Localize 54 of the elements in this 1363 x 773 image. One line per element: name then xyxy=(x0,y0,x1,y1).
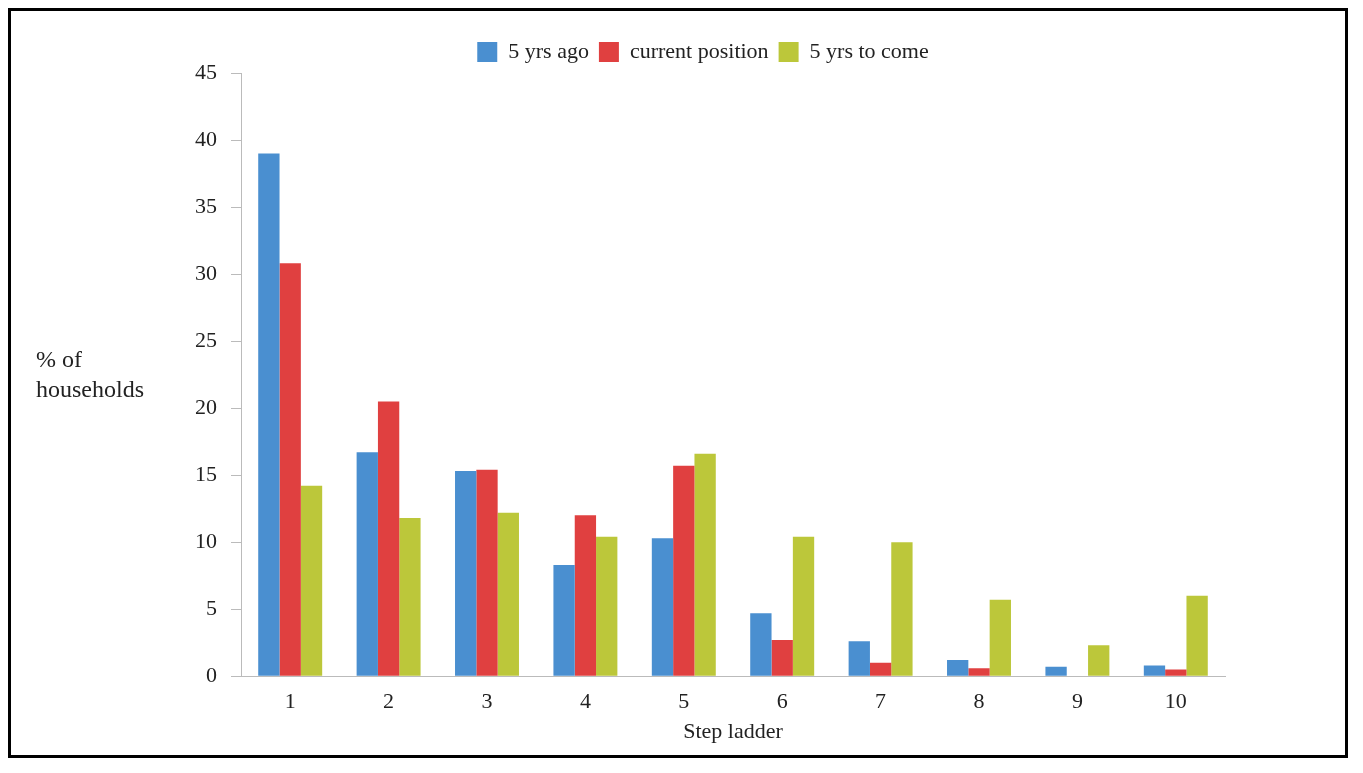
bar xyxy=(869,662,892,676)
x-tick-label: 10 xyxy=(1164,688,1187,714)
bar xyxy=(574,515,597,676)
bar xyxy=(694,453,716,676)
x-tick-label: 5 xyxy=(678,688,690,714)
bar xyxy=(1045,666,1067,676)
bar xyxy=(455,471,477,676)
bar xyxy=(968,668,990,676)
y-tick-label: 10 xyxy=(195,527,217,553)
legend-label: 5 yrs to come xyxy=(809,37,929,63)
y-tick-label: 40 xyxy=(195,125,217,151)
x-tick-label: 8 xyxy=(973,688,985,714)
x-tick-label: 3 xyxy=(481,688,493,714)
x-tick-label: 9 xyxy=(1071,688,1083,714)
bar xyxy=(1143,665,1166,676)
bar xyxy=(989,599,1011,676)
bar xyxy=(596,536,618,676)
y-tick-label: 5 xyxy=(206,594,217,620)
bar xyxy=(947,660,969,676)
bar xyxy=(356,452,378,676)
bar xyxy=(399,518,421,676)
bar xyxy=(1165,669,1187,676)
x-tick-label: 2 xyxy=(383,688,395,714)
x-tick-label: 7 xyxy=(875,688,887,714)
bar xyxy=(891,542,913,676)
bar xyxy=(476,469,498,676)
bar xyxy=(258,153,280,676)
bar xyxy=(377,401,400,676)
bar xyxy=(279,263,301,676)
bar xyxy=(300,485,323,676)
legend-label: current position xyxy=(629,37,769,63)
x-axis-title: Step ladder xyxy=(683,717,784,743)
y-axis-title: % of households xyxy=(36,345,144,402)
y-tick-label: 30 xyxy=(195,259,217,285)
bar xyxy=(651,538,674,676)
bar xyxy=(1088,645,1110,676)
bar xyxy=(673,465,695,676)
x-tick-label: 4 xyxy=(579,688,591,714)
y-tick-label: 0 xyxy=(206,661,217,687)
x-tick-label: 6 xyxy=(776,688,788,714)
y-tick-label: 35 xyxy=(195,192,217,218)
y-tick-label: 45 xyxy=(195,58,217,84)
bar xyxy=(750,613,772,676)
bar xyxy=(1186,595,1208,676)
bar xyxy=(792,536,815,676)
legend-label: 5 yrs ago xyxy=(508,37,589,63)
bar xyxy=(553,564,575,676)
y-tick-label: 20 xyxy=(195,393,217,419)
y-tick-label: 15 xyxy=(195,460,217,486)
bar xyxy=(771,640,793,676)
x-tick-label: 1 xyxy=(284,688,296,714)
bar xyxy=(497,512,519,676)
bar xyxy=(848,641,870,676)
y-tick-label: 25 xyxy=(195,326,217,352)
